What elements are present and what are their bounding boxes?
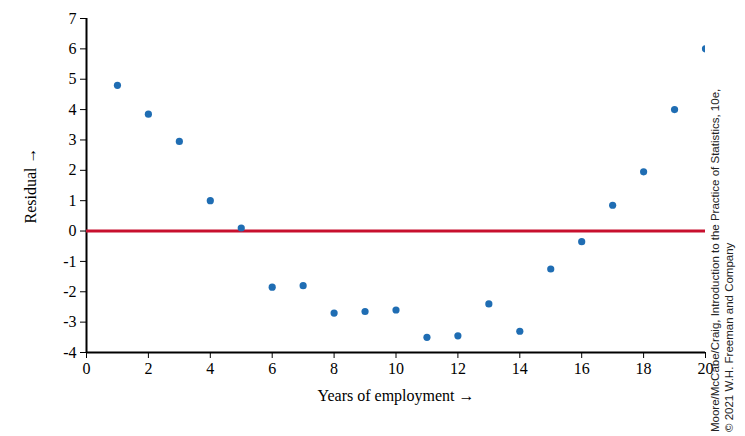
- svg-text:0: 0: [69, 222, 77, 239]
- svg-text:-2: -2: [63, 283, 76, 300]
- svg-text:3: 3: [69, 131, 77, 148]
- svg-text:Years of employment →: Years of employment →: [317, 387, 474, 405]
- svg-text:18: 18: [636, 360, 652, 377]
- svg-text:Residual →: Residual →: [22, 148, 39, 224]
- svg-text:© 2021 W.H. Freeman and Compan: © 2021 W.H. Freeman and Company: [723, 242, 735, 432]
- svg-text:20: 20: [698, 360, 714, 377]
- svg-text:14: 14: [512, 360, 528, 377]
- svg-text:0: 0: [83, 360, 91, 377]
- svg-text:6: 6: [69, 40, 77, 57]
- svg-text:8: 8: [330, 360, 338, 377]
- svg-text:7: 7: [69, 10, 77, 27]
- svg-text:5: 5: [69, 70, 77, 87]
- svg-text:2: 2: [144, 360, 152, 377]
- svg-text:10: 10: [388, 360, 404, 377]
- svg-text:Moore/McCabe/Craig, Introducti: Moore/McCabe/Craig, Introduction to the …: [709, 89, 721, 432]
- svg-text:1: 1: [69, 192, 77, 209]
- svg-text:4: 4: [206, 360, 214, 377]
- svg-text:-1: -1: [63, 253, 76, 270]
- svg-text:-4: -4: [63, 344, 76, 361]
- svg-text:4: 4: [69, 101, 77, 118]
- svg-text:12: 12: [450, 360, 466, 377]
- svg-text:2: 2: [69, 161, 77, 178]
- svg-text:16: 16: [574, 360, 590, 377]
- svg-text:6: 6: [268, 360, 276, 377]
- svg-text:-3: -3: [63, 313, 76, 330]
